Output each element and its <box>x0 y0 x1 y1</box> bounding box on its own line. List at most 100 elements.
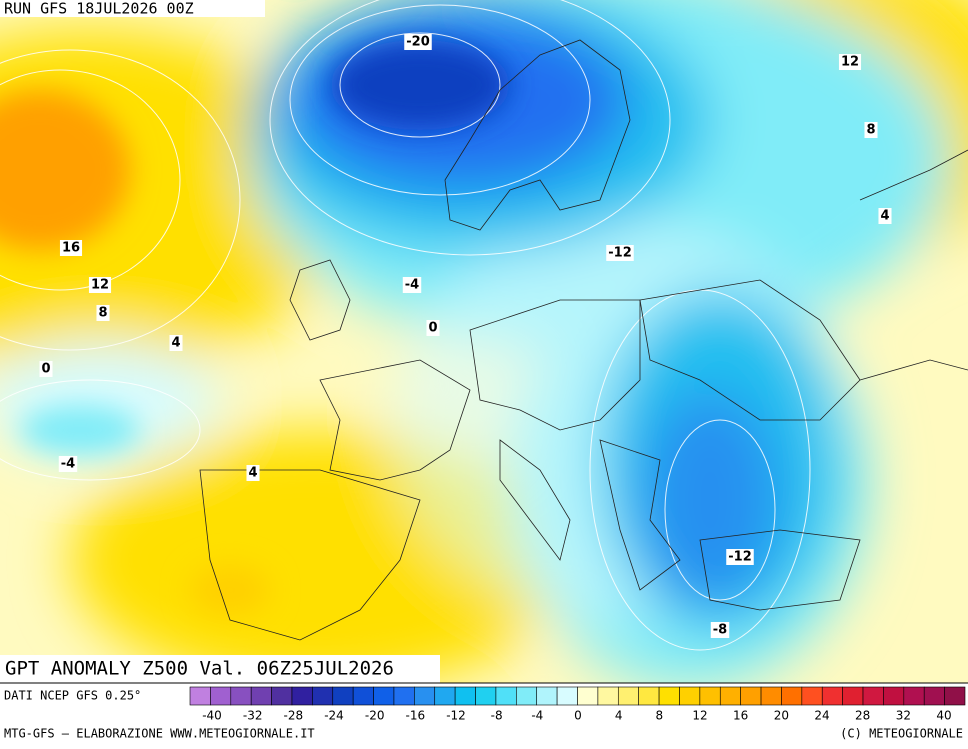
scale-swatch <box>944 686 966 706</box>
scale-swatch <box>352 686 374 706</box>
scale-tick-label: -40 <box>202 709 222 723</box>
scale-swatch <box>516 686 538 706</box>
contour-label: 8 <box>866 123 875 138</box>
contour-label: -12 <box>608 246 632 261</box>
scale-swatch <box>658 686 680 706</box>
scale-swatch <box>781 686 803 706</box>
contour-label-bg <box>864 122 878 138</box>
scale-swatch <box>597 686 619 706</box>
scale-tick-label: -24 <box>324 709 344 723</box>
scale-swatch <box>271 686 293 706</box>
scale-swatch <box>862 686 884 706</box>
contour-label-bg <box>96 305 110 321</box>
contour-label-bg <box>169 335 183 351</box>
contour-label-bg <box>88 277 112 293</box>
scale-swatch <box>475 686 497 706</box>
scale-swatch <box>312 686 334 706</box>
contour-label-bg <box>726 549 754 565</box>
contour-label: -4 <box>61 457 75 472</box>
data-source: DATI NCEP GFS 0.25° <box>4 689 141 703</box>
scale-swatch <box>495 686 517 706</box>
contour-label: 16 <box>62 241 80 256</box>
map-title: GPT ANOMALY Z500 Val. 06Z25JUL2026 <box>5 658 394 680</box>
scale-tick-label: 12 <box>692 709 707 723</box>
scale-swatch <box>801 686 823 706</box>
scale-swatch <box>842 686 864 706</box>
scale-swatch <box>638 686 660 706</box>
contour-label: 4 <box>248 466 257 481</box>
scale-tick-label: 28 <box>855 709 870 723</box>
scale-tick-label: -20 <box>365 709 385 723</box>
scale-tick-label: -16 <box>406 709 426 723</box>
contour-label: -4 <box>405 278 419 293</box>
contour-label: 0 <box>41 362 50 377</box>
scale-tick-label: -28 <box>284 709 304 723</box>
run-label: RUN GFS 18JUL2026 00Z <box>4 0 194 18</box>
scale-swatch <box>230 686 252 706</box>
contour-label: 0 <box>428 321 437 336</box>
scale-swatch <box>556 686 578 706</box>
scale-swatch <box>536 686 558 706</box>
scale-swatch <box>617 686 639 706</box>
contour-label-bg <box>404 34 432 50</box>
scale-swatch <box>454 686 476 706</box>
scale-swatch <box>883 686 905 706</box>
scale-tick-label: 24 <box>814 709 829 723</box>
scale-swatch <box>373 686 395 706</box>
contour-label-bg <box>838 54 862 70</box>
scale-tick-label: 40 <box>936 709 951 723</box>
color-scale: -40 -32 -28 -24 -20 -16 -12 -8 -4 0 4 8 12 16 20 24 28 32… <box>189 686 966 723</box>
contour-label: 4 <box>880 209 889 224</box>
contour-label-bg <box>39 361 53 377</box>
anomaly-field <box>0 0 968 683</box>
scale-swatch <box>719 686 741 706</box>
contour-label: 12 <box>91 278 109 293</box>
scale-swatch <box>923 686 945 706</box>
header-box <box>0 0 265 17</box>
contour-label: -20 <box>406 35 430 50</box>
scale-tick-label: -32 <box>243 709 263 723</box>
scale-swatch <box>760 686 782 706</box>
contour-label-bg <box>59 240 83 256</box>
contour-label-bg <box>246 465 260 481</box>
contour-label: 12 <box>841 55 859 70</box>
contour-label: 4 <box>171 336 180 351</box>
contour-label-bg <box>426 320 440 336</box>
contour-label: 8 <box>98 306 107 321</box>
scale-swatch <box>189 686 211 706</box>
scale-swatch <box>903 686 925 706</box>
contour-label-bg <box>710 622 730 638</box>
contour-labels: -20 12 8 4 -12 16 12 8 -4 0 4 0 -4 4 -12 -8 <box>39 34 892 638</box>
scale-tick-label: 32 <box>896 709 911 723</box>
scale-swatch <box>332 686 354 706</box>
credit-left: MTG-GFS — ELABORAZIONE WWW.METEOGIORNALE… <box>4 727 315 741</box>
scale-tick-label: 4 <box>615 709 623 723</box>
contour-label: -12 <box>728 550 752 565</box>
scale-swatch <box>414 686 436 706</box>
scale-tick-label: 20 <box>774 709 789 723</box>
contour-label-bg <box>58 456 78 472</box>
contour-label-bg <box>878 208 892 224</box>
contour-label-bg <box>606 245 634 261</box>
scale-swatch <box>577 686 599 706</box>
scale-swatch <box>699 686 721 706</box>
scale-tick-label: -8 <box>491 709 503 723</box>
scale-tick-label: -12 <box>446 709 466 723</box>
scale-swatch <box>393 686 415 706</box>
title-box <box>0 655 440 683</box>
contour-label: -8 <box>713 623 727 638</box>
scale-swatch <box>210 686 232 706</box>
scale-tick-label: -4 <box>531 709 543 723</box>
scale-tick-label: 16 <box>733 709 748 723</box>
scale-swatch <box>740 686 762 706</box>
scale-swatch <box>434 686 456 706</box>
scale-swatch <box>821 686 843 706</box>
contour-label-bg <box>402 277 422 293</box>
scale-tick-label: 8 <box>656 709 664 723</box>
scale-swatch <box>250 686 272 706</box>
credit-right: (C) METEOGIORNALE <box>840 727 963 741</box>
scale-swatch <box>679 686 701 706</box>
scale-swatch <box>291 686 313 706</box>
